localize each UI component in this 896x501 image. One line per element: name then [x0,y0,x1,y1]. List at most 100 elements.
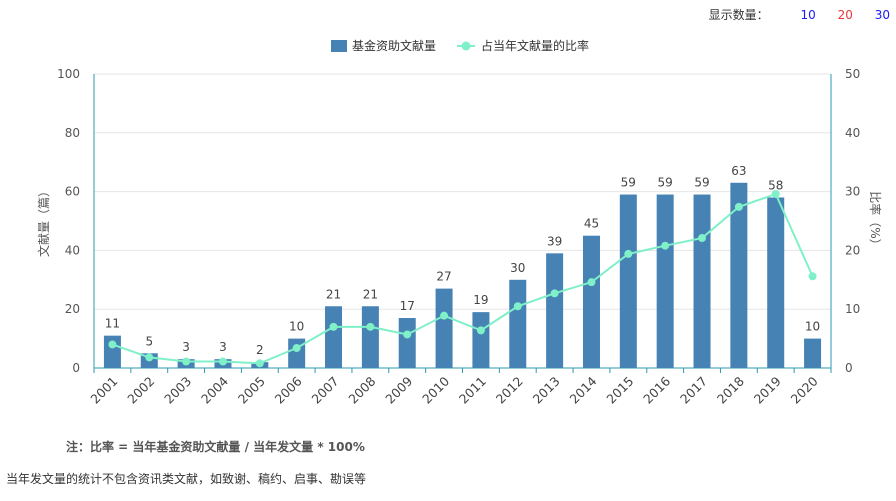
y-tick-label: 80 [65,126,80,140]
ratio-point [292,344,301,353]
bar-value-label: 59 [621,176,636,190]
display-count-control: 显示数量： 10 20 30 [709,6,890,23]
x-tick-label: 2011 [456,374,489,407]
display-count-option-20[interactable]: 20 [837,8,853,22]
y-tick-label: 40 [65,243,80,257]
x-tick-label: 2004 [198,373,231,406]
bar-value-label: 21 [326,287,341,301]
bar [325,306,343,368]
bar-value-label: 3 [219,340,227,354]
bar-value-label: 17 [400,299,415,313]
x-tick-label: 2018 [714,373,747,406]
x-tick-label: 2002 [124,374,157,407]
footnote: 当年发文量的统计不包含资讯类文献，如致谢、稿约、启事、勘误等 [6,472,367,486]
y-tick-label: 0 [72,361,80,375]
bar-value-label: 19 [473,293,488,307]
bar [472,312,490,368]
bar [656,194,674,368]
ratio-point [440,311,449,320]
bar-value-label: 3 [182,340,190,354]
y2-tick-label: 50 [845,67,860,81]
display-count-option-30[interactable]: 30 [874,8,890,22]
legend-bar-swatch [331,40,347,52]
ratio-line [112,192,814,365]
x-tick-label: 2003 [161,374,194,407]
funding-literature-chart: 11 5 3 3 2 10 21 21 17 27 19 30 39 45 59 59 59 63 58 10 0 20… [36,38,883,407]
bar-value-label: 39 [547,234,562,248]
bar-value-label: 10 [805,320,820,334]
ratio-point [587,278,596,287]
bar [398,318,416,368]
legend-line-label: 占当年文献量的比率 [481,38,589,53]
ratio-point [329,322,338,331]
bar [103,335,121,368]
ratio-point [476,326,485,335]
y2-tick-label: 10 [845,302,860,316]
bar [361,306,379,368]
ratio-point [624,249,633,258]
ratio-point [661,241,670,250]
bar [582,235,600,368]
bar [767,197,785,368]
x-tick-label: 2007 [309,374,342,407]
bar-value-label: 27 [436,270,451,284]
bar [693,194,711,368]
bar-value-label: 11 [105,317,120,331]
display-count-option-10[interactable]: 10 [800,8,816,22]
bar-value-label: 2 [256,343,264,357]
ratio-point [145,353,154,362]
ratio-point [698,234,707,243]
y2-tick-label: 40 [845,126,860,140]
y2-axis-label: 比率（%） [868,191,883,250]
bar [288,338,306,368]
ratio-point [255,359,264,368]
ratio-point [403,330,412,339]
ratio-point [550,289,559,298]
ratio-point [734,202,743,211]
x-tick-label: 2015 [603,374,636,407]
y-tick-label: 100 [57,67,80,81]
x-tick-label: 2020 [788,373,821,406]
bar-value-label: 59 [658,176,673,190]
bar [804,338,822,368]
x-tick-label: 2013 [530,374,563,407]
x-tick-label: 2005 [235,374,268,407]
ratio-point [366,322,375,331]
bar-value-labels: 11 5 3 3 2 10 21 21 17 27 19 30 39 45 59 59 59 63 58 10 [105,164,820,357]
bar [435,288,453,368]
x-tick-label: 2019 [751,373,784,406]
ratio-point [182,357,191,366]
y2-tick-label: 20 [845,243,860,257]
bar [509,279,527,368]
y2-tick-label: 0 [845,361,853,375]
bar [546,253,564,368]
ratio-point [808,272,817,281]
x-tick-label: 2014 [566,373,599,406]
bar-value-label: 5 [145,334,153,348]
x-tick-label: 2016 [640,373,673,406]
ratio-point [771,189,780,198]
bar [730,182,748,368]
display-count-label: 显示数量： [708,8,769,22]
x-tick-label: 2008 [345,373,378,406]
y-tick-label: 60 [65,185,80,199]
ratio-point [108,340,117,349]
x-tick-label: 2017 [677,374,710,407]
y2-tick-label: 30 [845,185,860,199]
ratio-line-series [108,189,817,368]
x-tick-label: 2012 [493,374,526,407]
bar-value-label: 10 [289,320,304,334]
y-tick-label: 20 [65,302,80,316]
bar-value-label: 58 [768,178,783,192]
bar [619,194,637,368]
y-axis-label: 文献量（篇） [36,185,51,257]
bar-value-label: 21 [363,287,378,301]
bar-series [103,182,822,368]
x-tick-label: 2001 [87,374,120,407]
legend-bar-label: 基金资助文献量 [352,38,436,53]
ratio-point [218,357,227,366]
bar-value-label: 45 [584,217,599,231]
bar-value-label: 59 [694,176,709,190]
x-tick-label: 2006 [272,373,305,406]
ratio-formula-note: 注：比率 = 当年基金资助文献量 / 当年发文量 * 100% [66,440,365,454]
